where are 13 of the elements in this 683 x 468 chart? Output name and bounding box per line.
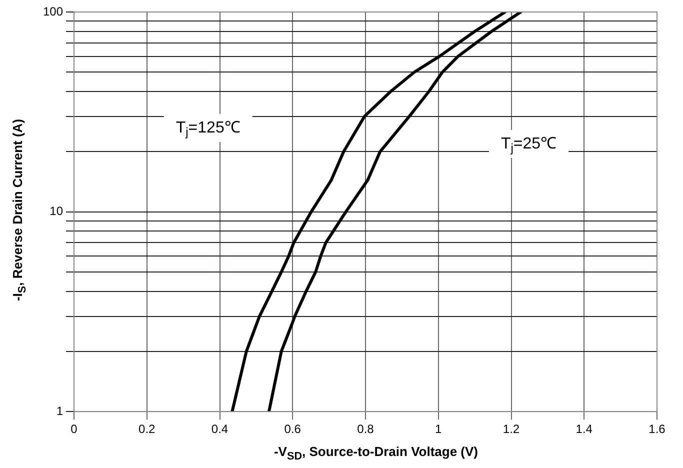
x-tick-label: 1.2	[502, 422, 520, 436]
y-tick-label: 10	[50, 204, 64, 218]
x-tick-label: 0.6	[284, 422, 302, 436]
x-tick-label: 1.6	[648, 422, 666, 436]
x-tick-label: 1	[435, 422, 442, 436]
x-tick-label: 1.4	[576, 422, 593, 436]
x-axis-title: -V$_{SD}$, Source-to-Drain Voltage (V)	[272, 444, 480, 463]
y-tick-label: 1	[56, 404, 64, 418]
x-tick-label: 0.8	[357, 422, 374, 436]
y-tick-label: 100	[42, 4, 64, 18]
x-tick-label: 0	[70, 422, 78, 436]
x-tick-label: 0.4	[211, 422, 228, 436]
x-tick-label: 0.2	[138, 422, 156, 436]
